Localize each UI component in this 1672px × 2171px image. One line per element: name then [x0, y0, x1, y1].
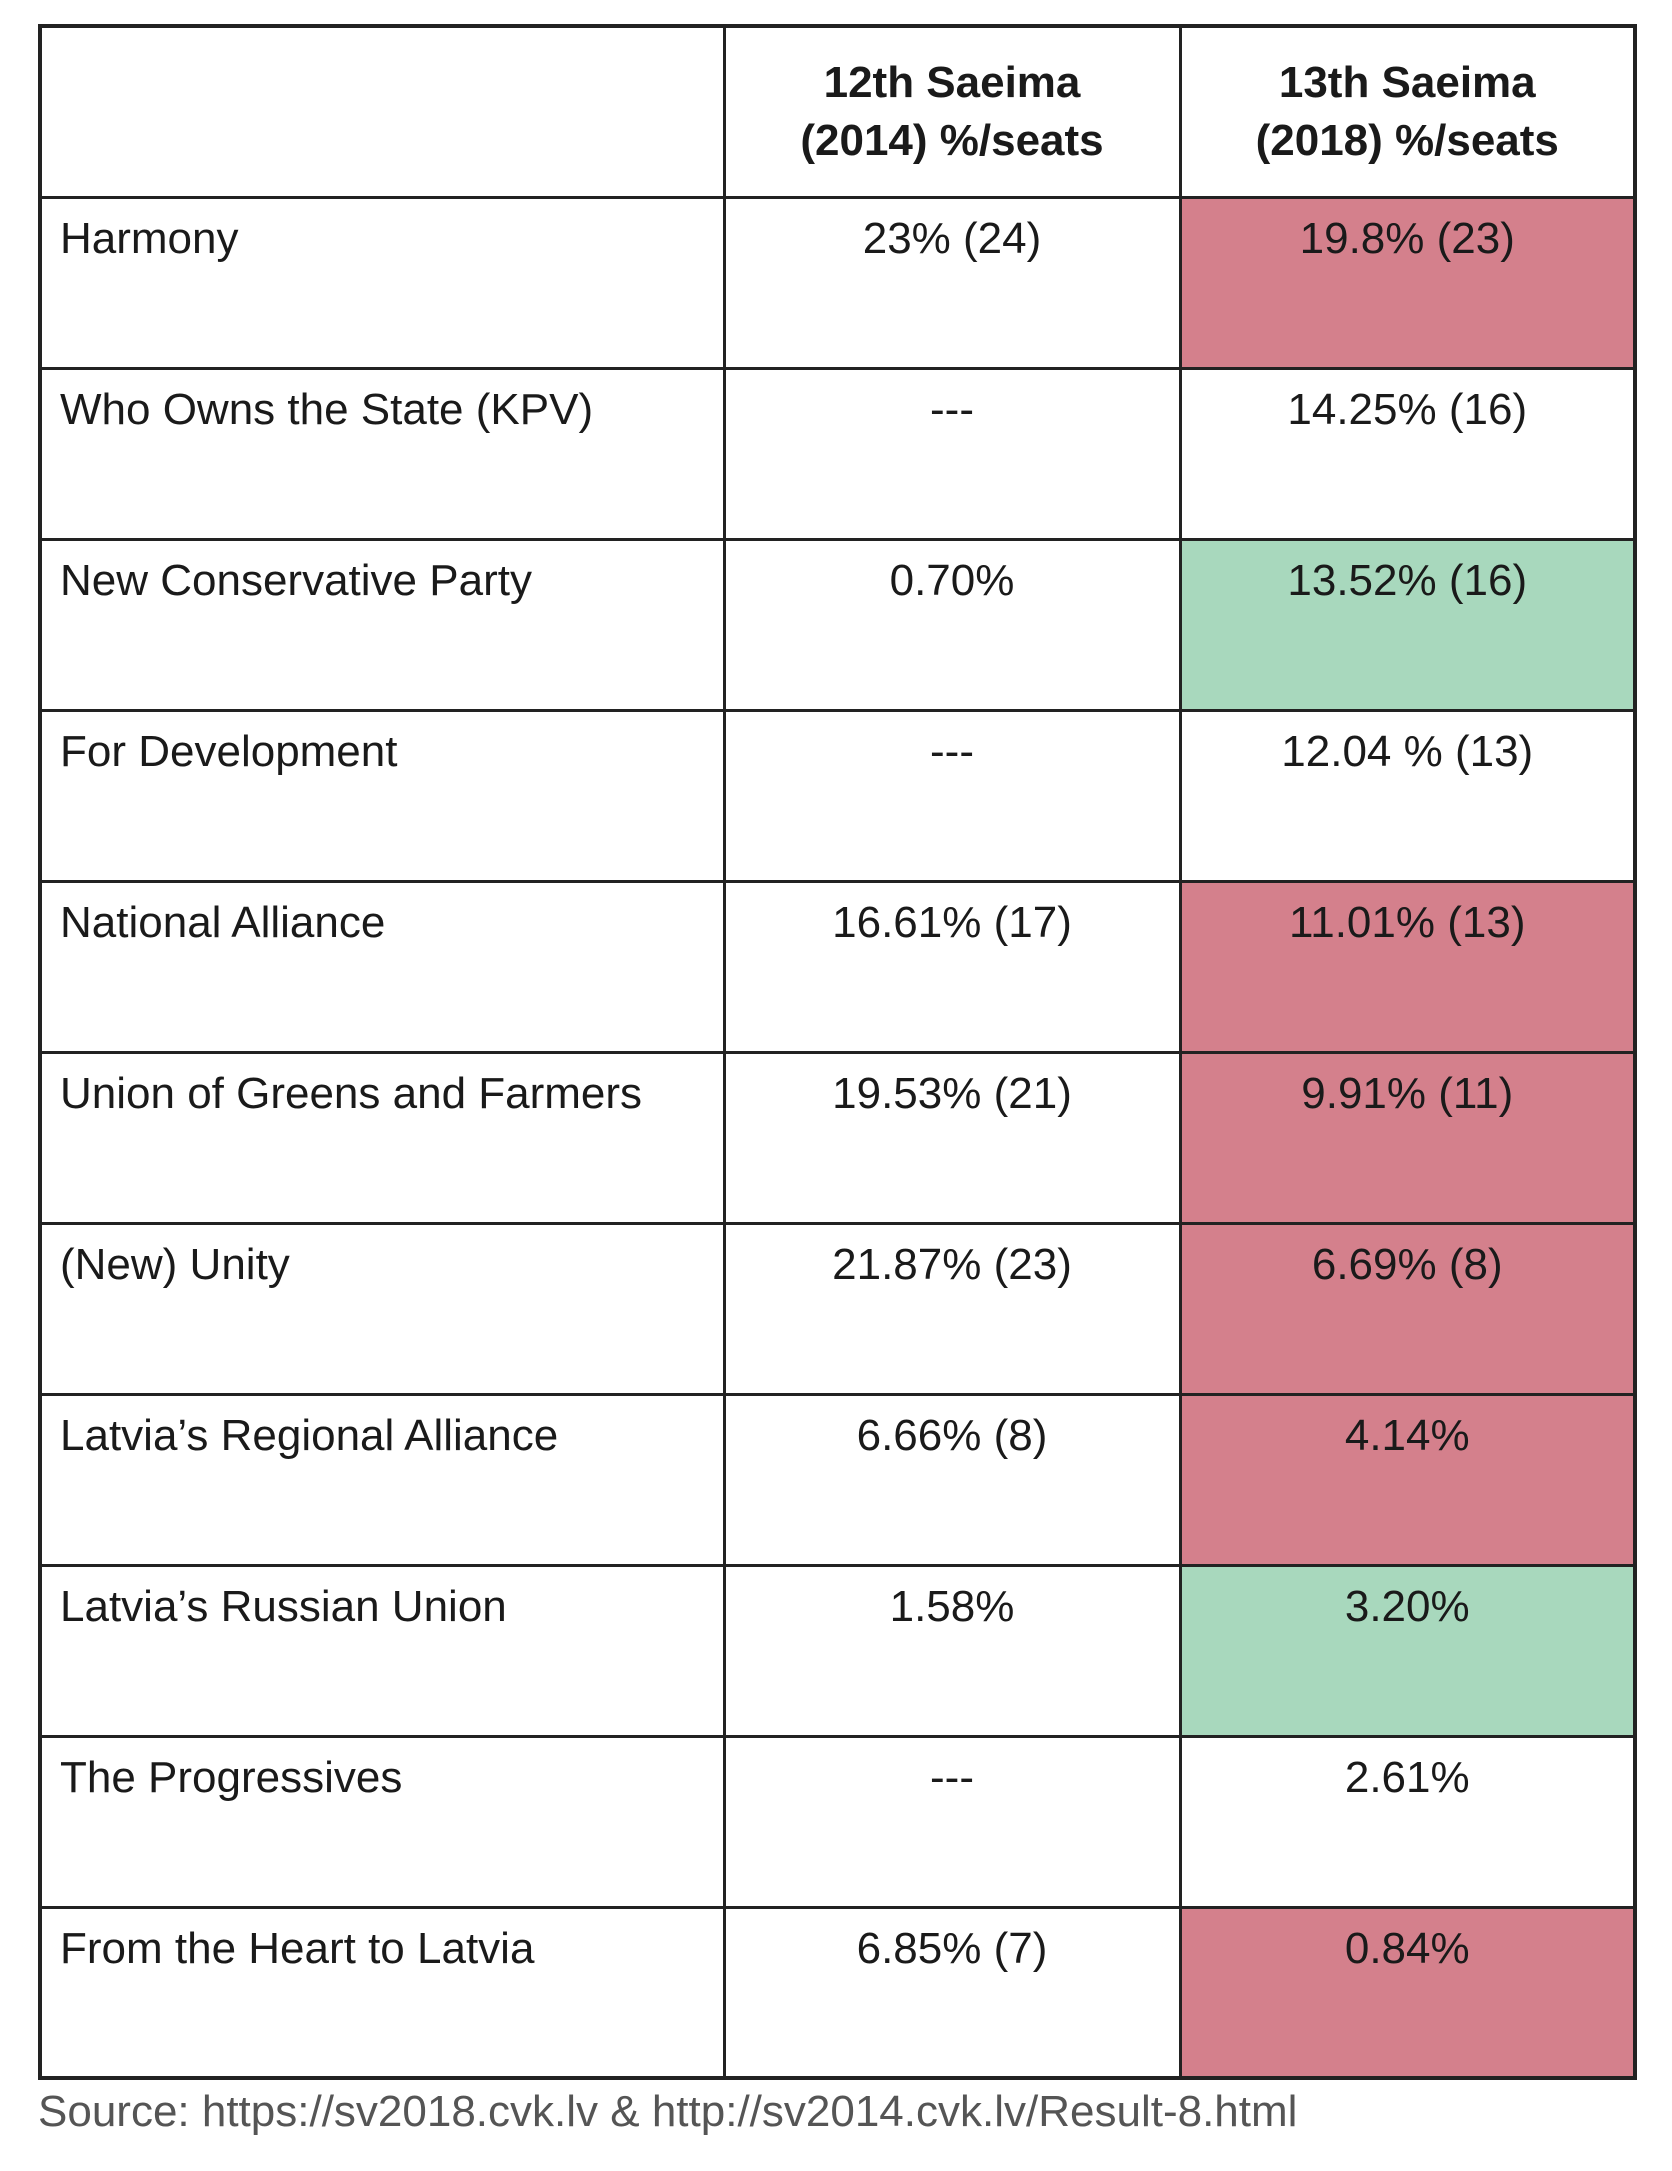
table-row: National Alliance 16.61% (17) 11.01% (13) [38, 879, 1637, 1054]
header-2018-line-2: (2018) %/seats [1255, 115, 1559, 165]
table-row: Latvia’s Russian Union 1.58% 3.20% [38, 1563, 1637, 1738]
result-2018-cell: 3.20% [1178, 1563, 1637, 1738]
result-2018-cell: 19.8% (23) [1178, 195, 1637, 370]
result-2014-cell: 23% (24) [722, 195, 1182, 370]
election-results-table: 12th Saeima (2014) %/seats 13th Saeima (… [38, 24, 1637, 2080]
table-row: The Progressives --- 2.61% [38, 1734, 1637, 1909]
party-name-cell: From the Heart to Latvia [38, 1905, 726, 2080]
table-row: From the Heart to Latvia 6.85% (7) 0.84% [38, 1905, 1637, 2080]
table-row: New Conservative Party 0.70% 13.52% (16) [38, 537, 1637, 712]
party-name-cell: Harmony [38, 195, 726, 370]
party-name-cell: Latvia’s Russian Union [38, 1563, 726, 1738]
result-2014-cell: 0.70% [722, 537, 1182, 712]
result-2014-cell: 6.85% (7) [722, 1905, 1182, 2080]
party-name-cell: (New) Unity [38, 1221, 726, 1396]
party-name-cell: Latvia’s Regional Alliance [38, 1392, 726, 1567]
header-party-cell [38, 24, 726, 199]
table-row: (New) Unity 21.87% (23) 6.69% (8) [38, 1221, 1637, 1396]
result-2018-cell: 2.61% [1178, 1734, 1637, 1909]
result-2018-cell: 14.25% (16) [1178, 366, 1637, 541]
result-2014-cell: --- [722, 708, 1182, 883]
result-2018-cell: 0.84% [1178, 1905, 1637, 2080]
result-2014-cell: 19.53% (21) [722, 1050, 1182, 1225]
results-body: Harmony 23% (24) 19.8% (23) Who Owns the St… [38, 195, 1637, 2080]
result-2014-cell: 1.58% [722, 1563, 1182, 1738]
party-name-cell: National Alliance [38, 879, 726, 1054]
party-name-cell: New Conservative Party [38, 537, 726, 712]
result-2014-cell: 6.66% (8) [722, 1392, 1182, 1567]
table-row: Union of Greens and Farmers 19.53% (21) 9.… [38, 1050, 1637, 1225]
result-2014-cell: 16.61% (17) [722, 879, 1182, 1054]
party-name-cell: For Development [38, 708, 726, 883]
header-2014-line-2: (2014) %/seats [800, 115, 1104, 165]
header-2014: 12th Saeima (2014) %/seats [722, 24, 1182, 199]
result-2018-cell: 4.14% [1178, 1392, 1637, 1567]
result-2014-cell: --- [722, 366, 1182, 541]
header-2018-line-1: 13th Saeima [1278, 57, 1536, 107]
header-2018: 13th Saeima (2018) %/seats [1178, 24, 1637, 199]
header-2014-line-1: 12th Saeima [823, 57, 1081, 107]
result-2018-cell: 12.04 % (13) [1178, 708, 1637, 883]
result-2018-cell: 6.69% (8) [1178, 1221, 1637, 1396]
table-row: Latvia’s Regional Alliance 6.66% (8) 4.14% [38, 1392, 1637, 1567]
source-note: Source: https://sv2018.cvk.lv & http://s… [38, 2087, 1298, 2136]
party-name-cell: The Progressives [38, 1734, 726, 1909]
table-row: For Development --- 12.04 % (13) [38, 708, 1637, 883]
party-name-cell: Union of Greens and Farmers [38, 1050, 726, 1225]
result-2014-cell: --- [722, 1734, 1182, 1909]
result-2018-cell: 13.52% (16) [1178, 537, 1637, 712]
table-row: Harmony 23% (24) 19.8% (23) [38, 195, 1637, 370]
table-header-row: 12th Saeima (2014) %/seats 13th Saeima (… [38, 24, 1637, 199]
table-row: Who Owns the State (KPV) --- 14.25% (16) [38, 366, 1637, 541]
result-2018-cell: 11.01% (13) [1178, 879, 1637, 1054]
party-name-cell: Who Owns the State (KPV) [38, 366, 726, 541]
result-2014-cell: 21.87% (23) [722, 1221, 1182, 1396]
result-2018-cell: 9.91% (11) [1178, 1050, 1637, 1225]
